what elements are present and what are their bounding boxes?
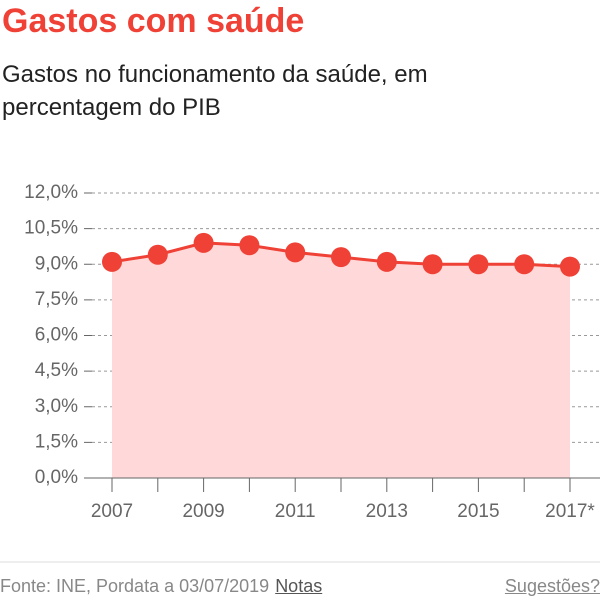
marker bbox=[102, 251, 122, 272]
x-tick-label: 2011 bbox=[275, 501, 316, 522]
marker bbox=[514, 254, 535, 275]
marker bbox=[422, 254, 443, 275]
area bbox=[112, 242, 570, 478]
notes-link[interactable]: Notas bbox=[275, 576, 323, 596]
x-tick-label: 2007 bbox=[91, 501, 133, 522]
y-tick-label: 7,5% bbox=[35, 289, 78, 310]
y-tick-label: 4,5% bbox=[35, 360, 78, 381]
y-tick-label: 3,0% bbox=[35, 396, 78, 417]
footer: Fonte: INE, Pordata a 03/07/2019 Notas Su… bbox=[0, 576, 600, 597]
y-tick-label: 12,0% bbox=[24, 182, 78, 203]
y-tick-label: 6,0% bbox=[35, 325, 78, 346]
y-tick-label: 1,5% bbox=[35, 431, 78, 452]
y-tick-label: 9,0% bbox=[35, 253, 78, 274]
chart-subtitle: Gastos no funcionamento da saúde, em per… bbox=[2, 61, 428, 121]
suggestions-link[interactable]: Sugestões? bbox=[504, 576, 600, 596]
marker bbox=[468, 254, 489, 275]
marker bbox=[376, 251, 397, 272]
marker bbox=[193, 232, 214, 253]
marker bbox=[147, 244, 168, 265]
marker bbox=[331, 247, 351, 268]
marker bbox=[285, 242, 306, 263]
x-tick-label: 2013 bbox=[366, 501, 408, 522]
y-tick-label: 10,5% bbox=[24, 218, 78, 239]
x-tick-label: 2015 bbox=[457, 501, 499, 522]
source: Fonte: INE, Pordata a 03/07/2019 bbox=[0, 576, 270, 596]
x-tick-label: 2009 bbox=[182, 501, 224, 522]
x-tick-label: 2017* bbox=[545, 501, 595, 522]
marker bbox=[560, 256, 580, 277]
marker bbox=[239, 235, 260, 256]
y-tick-label: 0,0% bbox=[35, 467, 78, 488]
chart-title: Gastos com saúde bbox=[2, 2, 305, 40]
